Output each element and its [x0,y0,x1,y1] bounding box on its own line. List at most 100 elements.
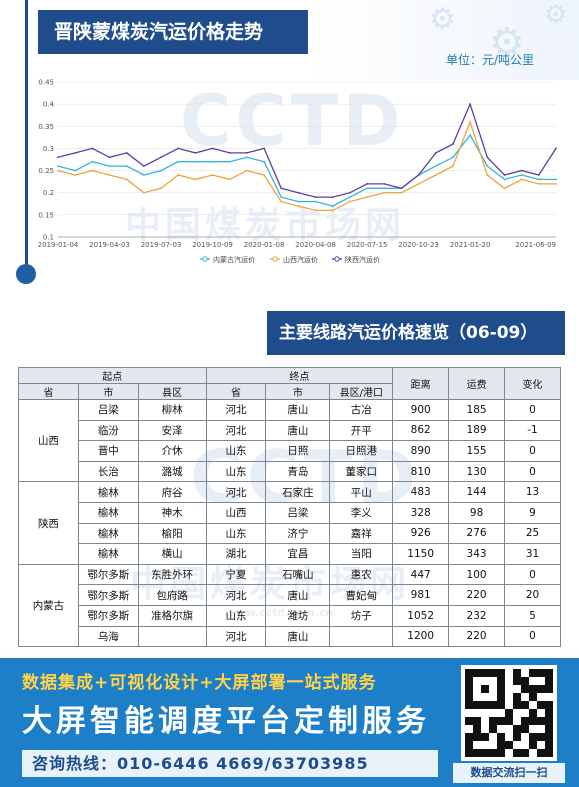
table-cell: 130 [448,460,506,483]
data-point [57,165,59,168]
table-cell: 900 [392,399,450,421]
qr-code[interactable] [461,665,557,761]
data-point [383,191,386,194]
table-cell: 惠农 [329,563,394,586]
destination-header: 终点 [205,367,394,384]
data-point [314,209,317,212]
y-tick-label: 0.15 [38,211,54,219]
data-point [263,147,265,150]
data-point [349,191,351,194]
y-tick-label: 0.35 [38,123,54,131]
table-cell: 李义 [329,501,394,524]
data-point [331,196,334,199]
table-cell: 862 [392,419,450,442]
table-cell: 河北 [205,584,267,606]
data-point [57,156,59,159]
data-point [108,174,111,176]
gear-icon: ⚙ [544,0,568,30]
data-point [503,174,506,176]
data-point [434,165,437,168]
y-tick-label: 0.3 [43,145,54,153]
series-line-2 [57,102,557,198]
table-cell: 平山 [329,481,394,503]
legend-marker [202,256,208,262]
y-tick-label: 0.1 [43,234,54,242]
unit-label: 单位：元/吨公里 [446,53,535,67]
table-cell: 河北 [205,481,267,503]
data-point [366,187,369,190]
data-point [245,156,248,159]
table-cell: 25 [504,522,561,545]
chart-title: 晋陕蒙煤炭汽运价格走势 [38,10,308,54]
table-cell: 0 [504,625,561,648]
table-cell: 东胜外环 [137,563,207,586]
price-chart-svg: 0.1 0.15 0.2 0.25 0.3 0.35 0.4 0.45 2019-01-04 20… [38,79,557,264]
data-point [537,174,540,176]
data-point [452,143,454,145]
col-province: 省 [18,383,79,400]
data-point [280,200,283,203]
data-point [160,169,162,172]
table-cell: 328 [392,501,450,524]
data-point [537,178,540,181]
x-tick-label: 2019-01-04 [38,241,79,249]
data-point [194,151,197,154]
col-county: 县区 [137,383,207,400]
table-cell: 185 [448,399,506,421]
table-cell: 1200 [392,625,450,648]
data-point [434,174,437,176]
price-chart: 0.1 0.15 0.2 0.25 0.3 0.35 0.4 0.45 2019-01-04 20… [28,76,568,272]
qr-label: 数据交流扫一扫 [453,763,565,783]
table-cell: 晋中 [77,440,139,462]
x-tick-label: 2021-06-09 [515,241,556,249]
data-point [125,165,128,168]
data-point [400,191,403,194]
table-cell: 447 [392,563,450,586]
data-point [228,151,231,154]
x-tick-label: 2021-01-20 [450,241,491,249]
table-cell: 柳林 [137,399,207,421]
table-cell: 河北 [205,399,267,421]
data-point [520,178,523,181]
data-point [469,134,472,137]
table-cell: 483 [392,481,450,503]
table-cell: 810 [392,460,450,483]
data-point [74,174,77,176]
series-line-0 [57,133,556,207]
legend-marker [272,256,278,262]
table-cell: 155 [448,440,506,462]
table-cell: 潍坊 [265,604,331,627]
data-point [160,187,162,190]
y-tick-label: 0.45 [38,79,54,87]
table-row: 山西 吕梁 柳林 河北 唐山 古冶 900 185 0 [18,398,561,483]
table-row: 榆林 横山 湖北 宜昌 当阳 1150 343 31 [19,543,561,565]
data-point [108,165,111,168]
table-cell: 河北 [205,625,267,648]
data-point [349,200,351,203]
data-point [91,169,94,172]
table-row: 内蒙古 鄂尔多斯 东胜外环 宁夏 石嘴山 惠农 447 100 0 [18,563,561,648]
origin-header: 起点 [18,367,207,384]
data-point [503,178,506,181]
data-point [366,196,369,199]
col-dest-county: 县区/港口 [329,383,394,400]
data-point [74,169,77,172]
freight-header: 运费 [448,367,506,400]
data-point [452,156,454,159]
table-body: 山西 吕梁 柳林 河北 唐山 古冶 900 185 0 临汾 安泽 河北 唐山 开平 862 189 -1 晋中介… [18,398,561,648]
data-point [177,174,180,176]
data-point [125,151,128,154]
table-cell: 9 [504,501,561,524]
table-row: 陕西 榆林 府谷 河北 石家庄 平山 483 144 13 [18,481,561,565]
table-cell: 189 [448,419,506,442]
table-cell: 济宁 [265,522,331,545]
table-cell: 276 [448,522,506,545]
table-cell: 981 [392,584,450,606]
data-point [57,169,59,172]
data-point [434,151,437,154]
data-point [142,165,145,168]
x-tick-label: 2019-10-09 [192,241,233,249]
data-point [245,151,248,154]
table-cell: 山东 [205,460,267,483]
x-tick-label: 2020-04-08 [295,241,336,249]
